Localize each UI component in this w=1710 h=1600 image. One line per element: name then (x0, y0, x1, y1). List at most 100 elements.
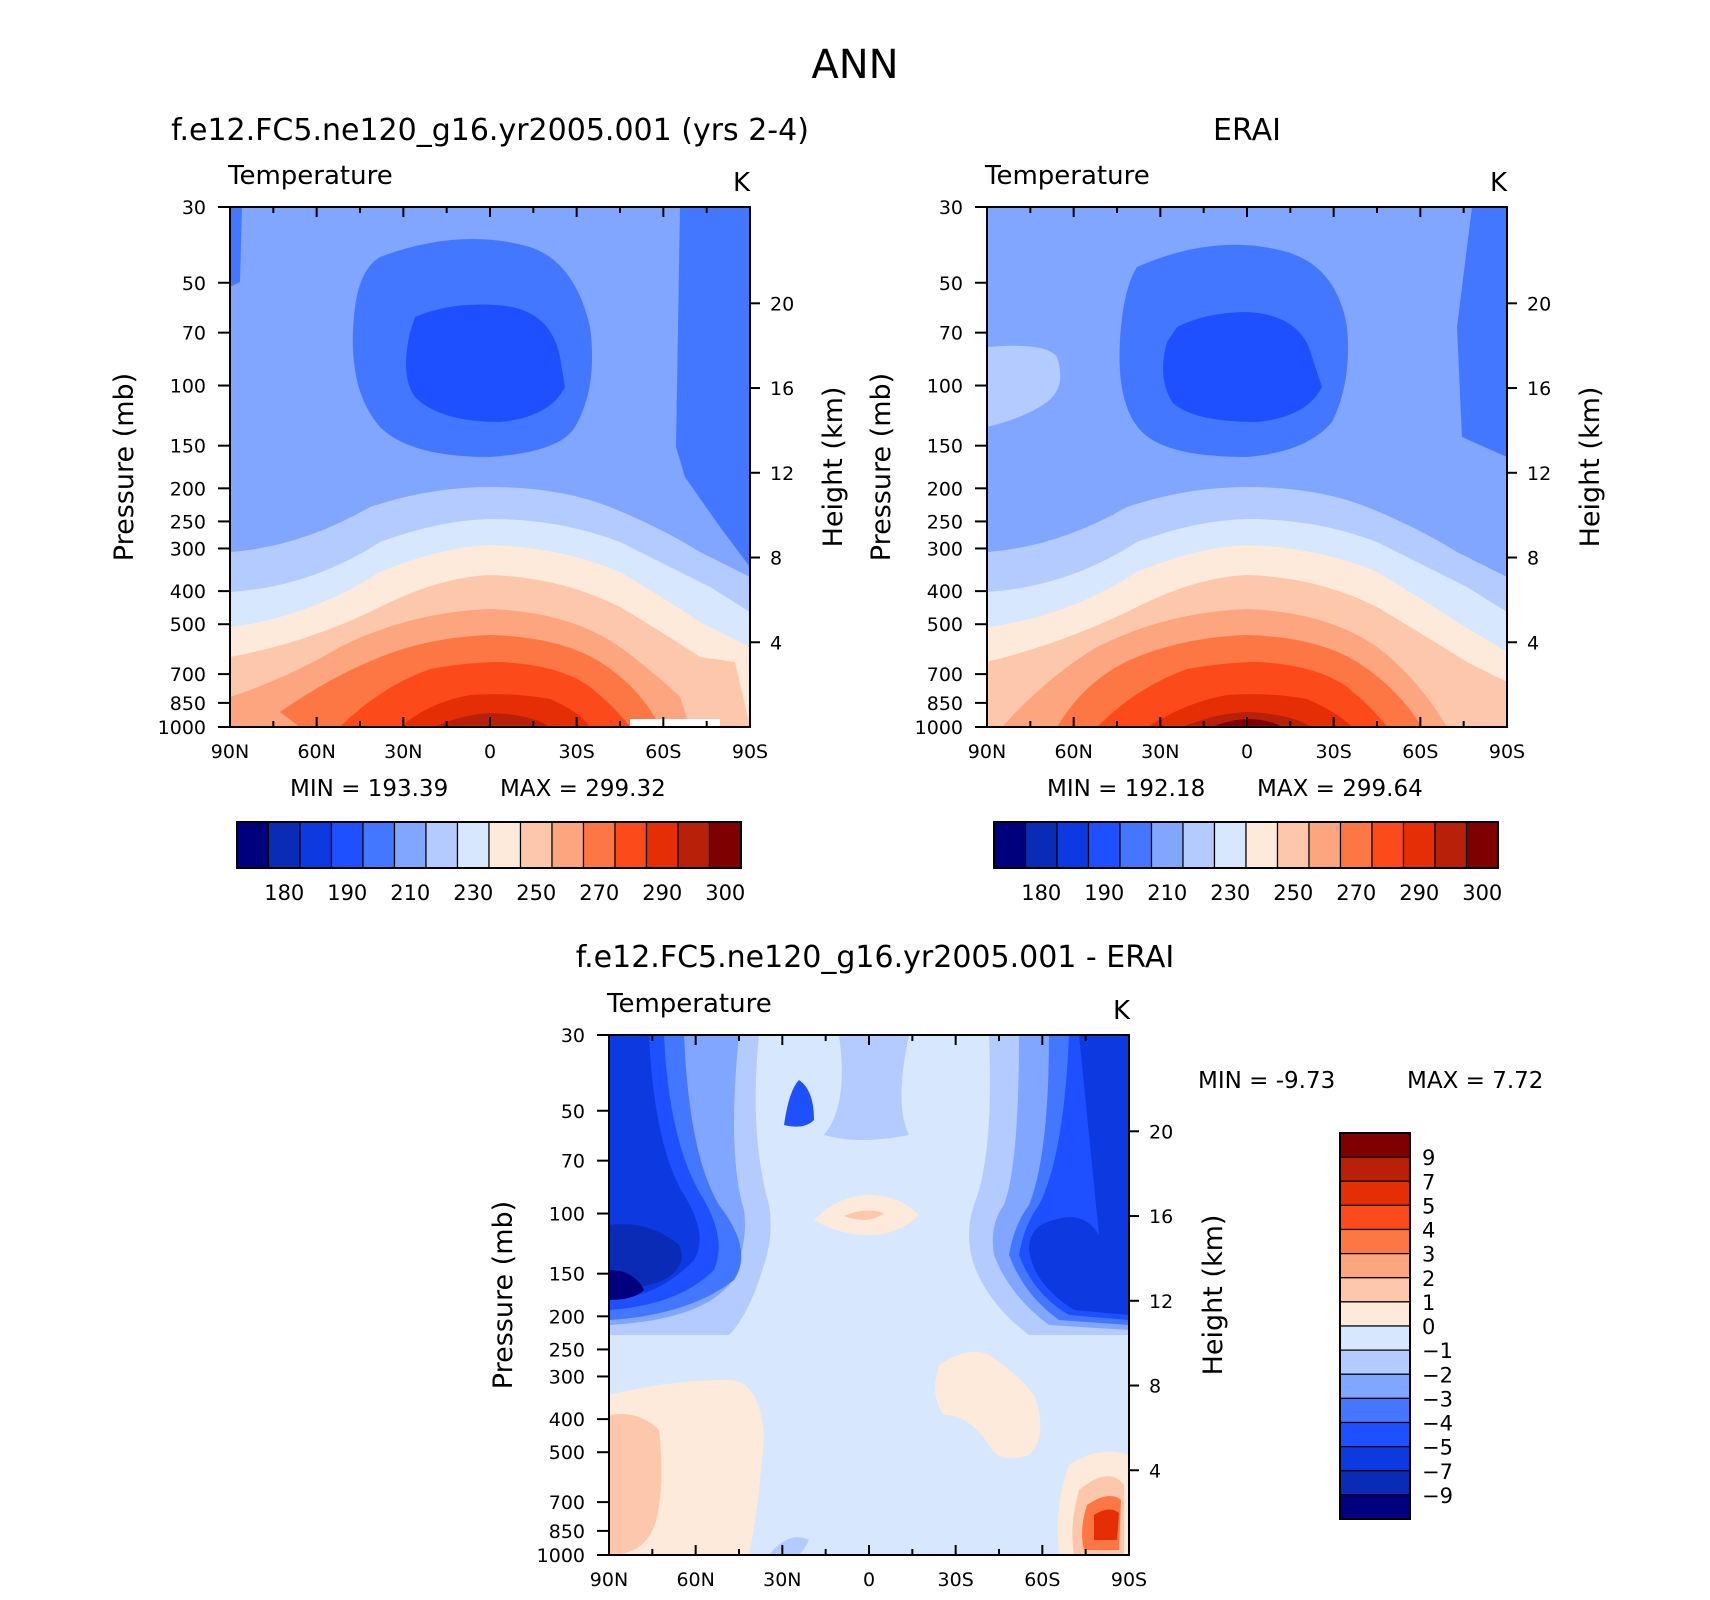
y-tick-label: 850 (549, 1521, 585, 1543)
colorbar-label: 180 (264, 881, 304, 905)
colorbar-label: 2 (1422, 1267, 1435, 1291)
colorbar-box (1339, 1494, 1411, 1520)
colorbar-box (1339, 1373, 1411, 1399)
colorbar-box (1339, 821, 1373, 869)
colorbar-box (1339, 1421, 1411, 1448)
colorbar-label: 0 (1422, 1315, 1435, 1339)
colorbar-box (1119, 821, 1153, 869)
panel-diff-units: K (1113, 996, 1131, 1026)
colorbar-box (551, 821, 585, 869)
y-right-tick-label: 20 (1149, 1121, 1173, 1143)
colorbar-label: −3 (1422, 1387, 1453, 1411)
colorbar-label: 7 (1422, 1170, 1435, 1194)
colorbar-box (519, 821, 553, 869)
y-tick-label: 70 (561, 1151, 585, 1173)
y-tick-label: 200 (549, 1306, 585, 1328)
contour-fill-bottom-neg1 (769, 1537, 809, 1555)
colorbar-label: 190 (327, 881, 367, 905)
colorbar-box (1339, 1277, 1411, 1303)
panel-diff-ylabel-right: Height (km) (1198, 1215, 1229, 1376)
panel-model: f.e12.FC5.ne120_g16.yr2005.001 (yrs 2-4)… (109, 113, 849, 905)
panel-model-ylabel-right: Height (km) (818, 387, 849, 548)
x-tick-label: 0 (484, 741, 496, 763)
colorbar-box (645, 821, 679, 869)
x-tick-label: 30N (384, 741, 422, 763)
colorbar-label: 230 (453, 881, 493, 905)
colorbar-box (1339, 1325, 1411, 1351)
y-right-tick-label: 16 (1149, 1206, 1173, 1228)
x-tick-label: 90N (211, 741, 249, 763)
panel-diff-variable: Temperature (606, 989, 772, 1019)
y-tick-label: 150 (549, 1264, 585, 1286)
colorbar-box (993, 821, 1027, 869)
colorbar-label: 300 (1462, 881, 1502, 905)
x-tick-label: 0 (1241, 741, 1253, 763)
colorbar-box (1339, 1156, 1411, 1182)
colorbar-box (1056, 821, 1090, 869)
panel-obs-ylabel: Pressure (mb) (866, 373, 897, 561)
colorbar-frame (993, 821, 1499, 869)
colorbar-box (1339, 1253, 1411, 1279)
y-right-tick-label: 4 (1149, 1460, 1161, 1482)
contour-fill-center-pos1 (844, 1210, 884, 1220)
colorbar-frame (1339, 1132, 1411, 1520)
y-tick-label: 100 (549, 1204, 585, 1226)
colorbar-label: 5 (1422, 1194, 1435, 1218)
y-tick-label: 70 (182, 323, 206, 345)
x-tick-label: 90S (1111, 1569, 1147, 1591)
contour-fill-missing (630, 719, 720, 727)
colorbar-label: −1 (1422, 1339, 1453, 1363)
contour-fill-high-lat-warm (987, 345, 1061, 427)
x-tick-label: 60S (1024, 1569, 1060, 1591)
contour-fill-tropopause-core (406, 304, 565, 422)
colorbar-label: 190 (1084, 881, 1124, 905)
colorbar-box (1276, 821, 1310, 869)
panel-model-units: K (733, 168, 751, 198)
colorbar-label: −7 (1422, 1460, 1453, 1484)
colorbar-box (1339, 1180, 1411, 1206)
y-tick-label: 700 (927, 664, 963, 686)
x-tick-label: 90N (590, 1569, 628, 1591)
y-tick-label: 250 (927, 511, 963, 533)
y-tick-label: 70 (939, 323, 963, 345)
y-right-tick-label: 8 (770, 548, 782, 570)
colorbar-box (267, 821, 301, 869)
colorbar-label: 270 (579, 881, 619, 905)
y-tick-label: 300 (170, 538, 206, 560)
panel-obs-axes: 90N 60N 30N 0 30S 60S 90S 30 50 70 100 150 200 250 300… (915, 197, 1552, 763)
y-tick-label: 150 (170, 436, 206, 458)
contour-fill-left-neg9 (609, 1270, 644, 1300)
y-tick-label: 30 (939, 197, 963, 219)
panel-model-axes: 90N 60N 30N 0 30S 60S 90S 30 50 70 100 150 200 250 300… (158, 197, 795, 763)
panel-diff-title: f.e12.FC5.ne120_g16.yr2005.001 - ERAI (576, 940, 1174, 975)
panel-model-ylabel: Pressure (mb) (109, 373, 140, 561)
panel-diff-min-label: MIN = -9.73 (1198, 1068, 1335, 1094)
colorbar-label: 210 (390, 881, 430, 905)
panel-obs-units: K (1490, 168, 1508, 198)
x-tick-label: 0 (863, 1569, 875, 1591)
colorbar-box (1339, 1228, 1411, 1255)
y-tick-label: 1000 (915, 717, 963, 739)
colorbar-box (456, 821, 490, 869)
contour-fill-tropopause-core (1163, 312, 1322, 422)
panel-diff-max-label: MAX = 7.72 (1407, 1068, 1543, 1094)
panel-diff-ylabel: Pressure (mb) (488, 1201, 519, 1389)
x-tick-label: 90S (1489, 741, 1525, 763)
colorbar-label: −4 (1422, 1412, 1453, 1436)
colorbar-box (236, 821, 270, 869)
contour-fill-island-neg4 (784, 1080, 814, 1127)
colorbar-box (330, 821, 364, 869)
x-tick-label: 30S (559, 741, 595, 763)
contour-fill-level-8 (1147, 694, 1352, 727)
colorbar-box (582, 821, 616, 869)
colorbar-box (1087, 821, 1121, 869)
contour-fill-level-9 (435, 713, 550, 727)
colorbar-label: 250 (1273, 881, 1313, 905)
colorbar-box (1182, 821, 1216, 869)
colorbar-label: −2 (1422, 1363, 1453, 1387)
contour-fill-level-8 (400, 694, 590, 727)
y-tick-label: 400 (927, 581, 963, 603)
colorbar-box (1150, 821, 1184, 869)
y-tick-label: 500 (170, 614, 206, 636)
